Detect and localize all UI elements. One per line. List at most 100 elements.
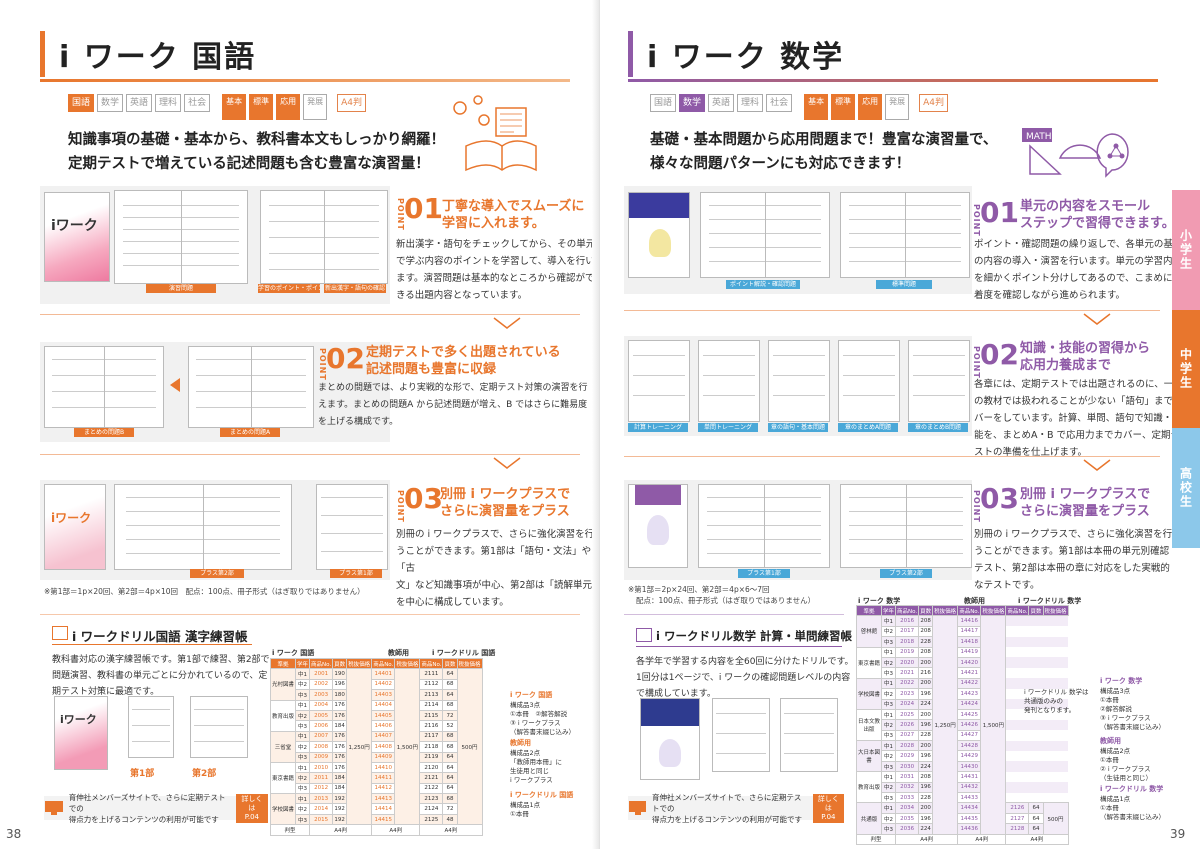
table-cell: 14433 <box>957 792 982 804</box>
sample-page-thumb <box>768 340 830 422</box>
legend-line: 生徒用と同じ <box>510 767 549 775</box>
point-body: 各章には、定期テストでは出題されるのに、一般 の教材では扱われることが少ない「語… <box>974 376 1183 461</box>
table-cell: 2010 <box>309 761 334 774</box>
table-row: 東京書籍 中1 2019 208 14419 <box>856 646 1069 679</box>
table-heading: i ワーク 数学 <box>858 597 901 605</box>
point-number: 03 <box>980 482 1019 515</box>
table-cell: 224 <box>918 760 934 773</box>
table-row: 東京書籍 中1 2010 176 14410 2120 64 <box>270 761 483 795</box>
table-cell: 64 <box>442 782 458 795</box>
point-label: POINT <box>396 198 405 231</box>
left-title-bar: i ワーク 国語 <box>40 26 570 82</box>
drill-part-label: 第1部 <box>130 769 155 779</box>
table-cell: 中1 <box>294 793 311 805</box>
drill-note-line: 共通版のみの <box>1024 697 1063 705</box>
table-cell: 228 <box>918 729 934 742</box>
details-link[interactable]: 詳しくは P.04 <box>235 793 268 823</box>
table-cell: 184 <box>332 772 348 784</box>
side-tab-elementary[interactable]: 小学生 <box>1172 190 1200 310</box>
table-cell: 64 <box>442 772 458 784</box>
table-cell: 14401 <box>371 668 396 680</box>
table-heading: i ワークドリル 数学 <box>1018 597 1082 605</box>
point-label: POINT <box>396 490 405 523</box>
legend-line: 「教師用本冊」に <box>510 758 562 766</box>
table-cell: 2001 <box>309 668 334 680</box>
table-cell: 中3 <box>880 667 897 679</box>
table-cell: A4判 <box>957 833 1007 846</box>
table-cell: 中3 <box>880 698 897 710</box>
banner-line: 育伸社メンバーズサイトで、さらに定期テストでの <box>68 792 226 813</box>
table-row: 判型 A4判 A4判 A4判 <box>269 824 483 836</box>
table-cell: 中1 <box>294 699 311 711</box>
table-cell: 68 <box>442 793 458 805</box>
table-cell: 2126 <box>1005 802 1030 814</box>
table-cell-empty <box>1006 616 1029 626</box>
table-cell: 14429 <box>957 750 982 762</box>
table-cell: 2019 <box>895 646 920 658</box>
details-link-label: 詳しくは <box>817 794 839 812</box>
body-line: の内容の導入・演習を行います。単元の学習内容 <box>974 256 1183 267</box>
table-cell: 14410 <box>371 761 396 774</box>
table-cell: 14423 <box>957 688 982 700</box>
table-cell: 14411 <box>371 772 396 784</box>
table-cell: 東京書籍 <box>270 761 296 795</box>
sample-page-thumb <box>840 484 972 568</box>
table-cell: 196 <box>918 812 934 825</box>
table-cell: 14432 <box>957 781 982 794</box>
table-cell: 192 <box>332 803 348 815</box>
table-cell: 2008 <box>309 741 334 753</box>
body-line: 能を、まとめA・B で応用力までカバー、定期テ <box>974 430 1180 441</box>
details-link-label: 詳しくは <box>241 794 263 812</box>
page-number: 39 <box>1170 827 1186 841</box>
table-cell: 学年 <box>294 657 311 670</box>
table-cell: 2004 <box>309 699 334 711</box>
legend-line: i ワークプラス <box>510 776 553 784</box>
legend-body: 構成品2点 ①本冊 ② i ワークプラス （生徒用と同じ） <box>1100 747 1152 783</box>
side-tab-junior-high[interactable]: 中学生 <box>1172 310 1200 428</box>
table-cell-empty <box>1043 637 1068 647</box>
table-cell: 14431 <box>957 771 982 783</box>
side-tab-high-school[interactable]: 高校生 <box>1172 428 1200 548</box>
drill-title: i ワークドリル国語 漢字練習帳 <box>72 629 248 644</box>
footnote: 配点：100点、冊子形式（はぎ取りではありません） <box>636 596 816 605</box>
details-link[interactable]: 詳しくは P.04 <box>812 793 844 823</box>
table-cell: A4判 <box>1005 833 1069 846</box>
table-cell: 2127 <box>1005 812 1030 825</box>
table-cell: 2036 <box>895 823 920 835</box>
level-applied: 応用 <box>858 94 883 120</box>
point-03-panel: プラス第1部 プラス第2部 <box>624 480 972 580</box>
caption: 計算トレーニング <box>628 423 688 432</box>
body-line: なテストです。 <box>974 580 1040 591</box>
legend-line: ①本冊 ②解答解説 <box>510 710 568 718</box>
drill-text-line: 期テスト対策に最適です。 <box>52 687 160 697</box>
table-cell: 208 <box>918 771 934 783</box>
table-row: 中3 2018 228 14418 <box>856 636 1069 648</box>
table-row: 中2 2008 176 14408 2118 68 <box>271 741 483 753</box>
table-cell: 中3 <box>294 720 311 732</box>
table-row: 共通版 中1 2034 200 14434 2126 64 500円 <box>856 802 1069 835</box>
table-cell: 2017 <box>895 625 920 638</box>
level-basic: 基本 <box>222 94 247 120</box>
table-cell: 2022 <box>895 677 920 690</box>
table-cell: 中3 <box>294 782 311 795</box>
table-cell: 14436 <box>957 823 982 835</box>
legend-line: ①本冊 <box>1100 696 1119 704</box>
table-heading: i ワーク 国語 <box>272 649 315 657</box>
drill-text-line: 1回分は1ページで、i ワークの確認問題レベルの内容 <box>636 673 851 683</box>
table-cell: 2119 <box>419 751 444 763</box>
body-line: まとめの問題では、より実戦的な形で、定期テスト対策の演習を行 <box>318 383 588 393</box>
drill-icon <box>52 626 68 640</box>
lead-line-1: 基礎・基本問題から応用問題まで！豊富な演習量で、 <box>650 132 998 148</box>
table-cell-empty <box>1043 626 1068 636</box>
point-title: 丁寧な導入でスムーズに 学習に入れます。 <box>442 198 584 232</box>
body-line: うことができます。第1部は本冊の単元別確認 <box>974 546 1170 557</box>
body-line: を中心に構成しています。 <box>396 597 509 608</box>
caption: 章のまとめA問題 <box>838 423 898 432</box>
point-title-line: 別冊 i ワークプラスで <box>1020 487 1151 502</box>
members-site-banner: 育伸社メンバーズサイトで、さらに定期テストでの 得点力を上げるコンテンツの利用が… <box>628 793 844 824</box>
table-cell: 52 <box>442 720 458 732</box>
table-cell: 2034 <box>895 802 920 814</box>
table-cell: 学校図書 <box>856 677 882 710</box>
point-02-panel: 計算トレーニング 単問トレーニング 章の語句・基本問題 章のまとめA問題 章のま… <box>624 336 972 436</box>
table-cell: 64 <box>1028 823 1044 835</box>
